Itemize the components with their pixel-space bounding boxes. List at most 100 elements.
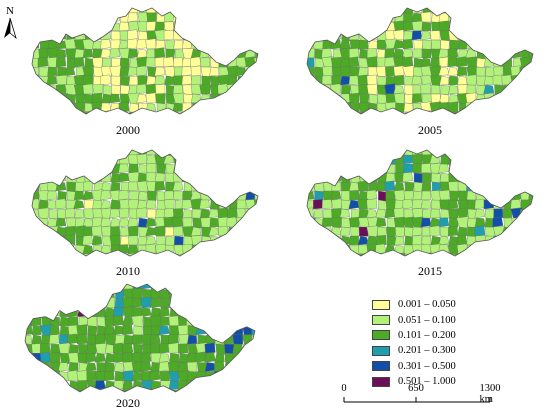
county-polygon [57,362,70,372]
county-polygon [187,389,198,392]
county-polygon [119,226,130,237]
county-polygon [87,325,98,336]
county-polygon [127,29,139,41]
county-polygon [172,102,184,113]
county-polygon [155,208,166,219]
county-polygon [218,30,229,41]
county-polygon [91,225,103,237]
scale-tick-label: 1300 km [479,383,501,405]
county-polygon [245,154,256,165]
county-polygon [521,217,532,229]
county-polygon [348,92,360,104]
county-polygon [439,111,451,114]
county-polygon [109,253,121,256]
county-polygon [37,225,49,237]
county-polygon [136,39,148,50]
county-polygon [394,172,405,183]
county-polygon [430,163,441,174]
county-polygon [421,208,432,219]
county-polygon [196,307,207,317]
county-polygon [95,298,106,308]
county-polygon [313,172,324,183]
county-polygon [67,284,80,291]
county-polygon [421,172,432,183]
county-polygon [46,101,58,113]
county-polygon [172,153,184,165]
county-polygon [340,12,351,23]
county-polygon [200,163,211,174]
county-polygon [208,38,220,50]
county-polygon [348,75,360,86]
county-polygon [210,172,221,184]
scale-tick-label: 0 [341,383,347,394]
county-polygon [119,66,130,77]
county-polygon [56,244,67,255]
county-polygon [224,307,236,319]
county-polygon [149,314,161,327]
county-polygon [227,75,238,86]
legend-label: 0.101 – 0.200 [398,329,456,341]
county-polygon [502,39,513,50]
county-polygon [395,150,405,156]
county-polygon [186,297,198,308]
county-polygon [91,110,103,114]
county-polygon [349,226,361,238]
county-polygon [245,163,256,174]
county-polygon [37,243,49,255]
county-polygon [100,65,112,77]
county-polygon [173,226,184,237]
county-polygon [163,29,175,41]
county-polygon [349,150,360,156]
county-polygon [367,12,378,23]
county-polygon [156,235,166,246]
county-polygon [91,217,103,228]
county-polygon [254,75,258,86]
county-polygon [456,235,468,246]
county-polygon [75,253,86,256]
county-polygon [127,66,139,77]
county-polygon [331,21,342,32]
county-polygon [366,189,378,201]
county-polygon [439,75,450,86]
county-polygon [110,217,121,228]
county-polygon [483,8,495,14]
county-polygon [172,12,184,23]
county-polygon [448,93,459,104]
county-polygon [242,353,253,363]
county-polygon [168,380,179,391]
map-panel-2 [30,146,260,262]
county-polygon [501,180,513,192]
county-polygon [467,12,477,23]
county-polygon [223,380,234,391]
county-polygon [466,235,477,246]
county-polygon [377,39,387,50]
county-polygon [340,190,351,201]
county-polygon [204,352,216,363]
county-polygon [465,56,478,69]
county-polygon [205,288,216,299]
county-polygon [25,370,33,382]
county-polygon [25,316,33,326]
county-polygon [31,284,44,291]
county-polygon [340,253,351,256]
county-polygon [217,162,229,174]
county-polygon [349,190,360,201]
legend-label: 0.201 – 0.300 [398,345,456,357]
county-polygon [201,102,211,113]
county-polygon [244,83,256,95]
county-polygon [357,29,370,42]
county-polygon [217,207,229,219]
county-polygon [232,287,243,299]
county-polygon [501,253,513,256]
county-polygon [181,20,193,32]
county-polygon [100,39,112,50]
county-polygon [384,208,396,219]
county-polygon [420,11,432,23]
county-polygon [244,225,256,237]
county-polygon [155,93,166,104]
county-polygon [118,163,130,174]
county-polygon [136,153,148,165]
county-polygon [510,8,522,14]
county-polygon [226,93,238,104]
county-polygon [493,21,504,32]
